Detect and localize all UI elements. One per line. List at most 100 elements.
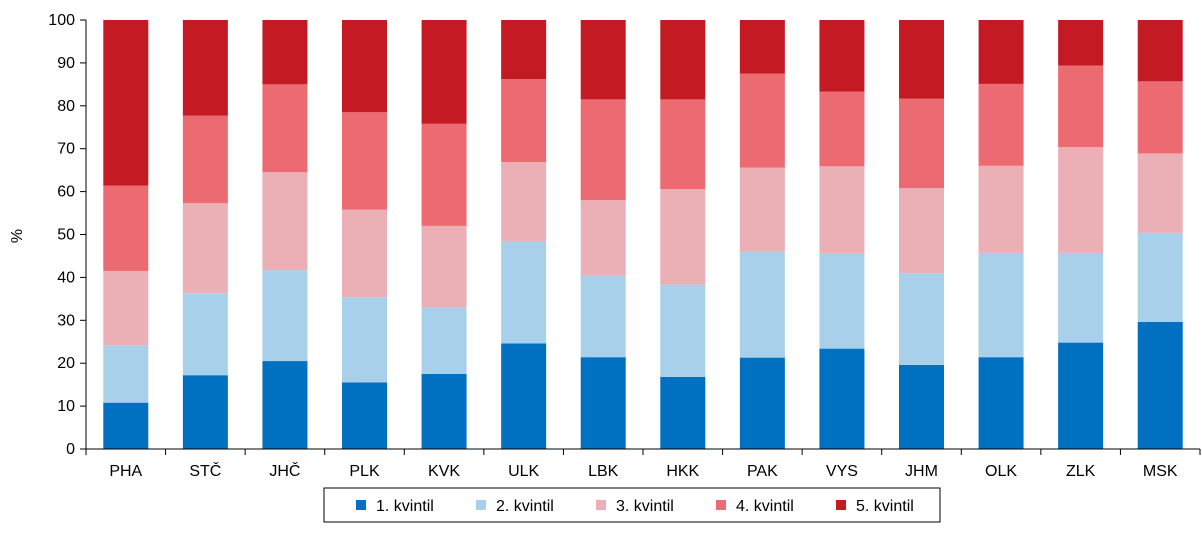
bar-OLK-series-5 [978, 20, 1024, 84]
bar-VYS-series-4 [819, 91, 865, 167]
bar-HKK-series-5 [660, 20, 706, 100]
bar-PAK-series-2 [739, 252, 785, 358]
bar-PAK-series-5 [739, 20, 785, 74]
y-tick-label: 60 [57, 184, 75, 201]
bar-KVK-series-4 [421, 123, 467, 226]
bar-JHČ-series-2 [262, 270, 308, 362]
bar-ULK-series-5 [501, 20, 547, 80]
bar-PHA-series-4 [103, 185, 149, 271]
legend-label: 2. kvintil [496, 498, 554, 515]
y-tick-label: 90 [57, 55, 75, 72]
x-tick-label: JHM [905, 463, 938, 480]
legend-label: 5. kvintil [856, 498, 914, 515]
x-tick-label: ZLK [1066, 463, 1096, 480]
bar-LBK-series-5 [580, 20, 626, 100]
bar-KVK-series-5 [421, 20, 467, 124]
x-tick-label: LBK [588, 463, 619, 480]
bar-OLK-series-3 [978, 165, 1024, 253]
bar-ULK-series-1 [501, 343, 547, 449]
bar-VYS-series-5 [819, 20, 865, 92]
legend-label: 1. kvintil [376, 498, 434, 515]
bar-ULK-series-3 [501, 162, 547, 242]
bar-PLK-series-1 [342, 382, 387, 449]
legend-label: 3. kvintil [616, 498, 674, 515]
x-tick-label: OLK [985, 463, 1017, 480]
y-tick-label: 50 [57, 227, 75, 244]
bar-PAK-series-3 [739, 167, 785, 253]
y-axis-title: % [9, 229, 26, 243]
bar-PHA-series-5 [103, 20, 149, 186]
bar-PLK-series-3 [342, 209, 387, 298]
axes-group: PHA STČ JHČ PLK KVK ULK LBK HKK PAK VYS JHM OLK ZLK M… [48, 12, 1201, 480]
bar-STČ-series-3 [182, 203, 228, 294]
bar-STČ-series-1 [182, 375, 228, 449]
x-tick-label: JHČ [269, 461, 300, 480]
legend-swatch [716, 500, 726, 510]
bar-ZLK-series-5 [1058, 20, 1104, 66]
bar-JHČ-series-3 [262, 172, 308, 271]
bar-LBK-series-2 [580, 275, 626, 358]
bar-JHM-series-5 [899, 20, 944, 99]
bar-PAK-series-4 [739, 73, 785, 168]
bar-JHM-series-3 [899, 188, 944, 274]
bar-MSK-series-5 [1137, 20, 1183, 82]
bar-JHČ-series-1 [262, 361, 308, 449]
x-tick-label: PLK [349, 463, 380, 480]
bar-KVK-series-1 [421, 373, 467, 449]
bar-STČ-series-2 [182, 293, 228, 376]
bar-HKK-series-2 [660, 284, 706, 377]
bar-VYS-series-3 [819, 166, 865, 254]
bar-PLK-series-4 [342, 112, 387, 210]
bar-PHA-series-3 [103, 270, 149, 346]
x-tick-label: VYS [826, 463, 858, 480]
bar-KVK-series-2 [421, 307, 467, 374]
legend-swatch [356, 500, 366, 510]
y-tick-label: 40 [57, 269, 75, 286]
bar-LBK-series-3 [580, 200, 626, 276]
legend-label: 4. kvintil [736, 498, 794, 515]
bar-ULK-series-4 [501, 79, 547, 162]
legend: 1. kvintil 2. kvintil 3. kvintil 4. kvintil… [323, 487, 941, 523]
y-tick-label: 70 [57, 141, 75, 158]
y-tick-label: 0 [66, 441, 75, 458]
legend-swatch [476, 500, 486, 510]
y-tick-label: 80 [57, 98, 75, 115]
x-tick-label: HKK [666, 463, 699, 480]
x-tick-label: PAK [747, 463, 778, 480]
x-tick-label: ULK [508, 463, 539, 480]
bar-STČ-series-4 [182, 115, 228, 204]
bar-ULK-series-2 [501, 241, 547, 344]
bar-ZLK-series-2 [1058, 252, 1104, 343]
legend-swatch [836, 500, 846, 510]
bar-HKK-series-1 [660, 376, 706, 449]
bar-OLK-series-2 [978, 252, 1024, 358]
bar-PLK-series-5 [342, 20, 387, 113]
bar-PHA-series-2 [103, 345, 149, 403]
y-tick-label: 100 [48, 12, 75, 29]
bar-JHČ-series-4 [262, 84, 308, 173]
bar-MSK-series-1 [1137, 322, 1183, 449]
bar-JHM-series-2 [899, 273, 944, 365]
bars-group [103, 20, 1183, 449]
bar-OLK-series-1 [978, 357, 1024, 449]
bar-PLK-series-2 [342, 297, 387, 383]
bar-PHA-series-1 [103, 402, 149, 449]
bar-HKK-series-3 [660, 189, 706, 285]
bar-LBK-series-1 [580, 357, 626, 449]
bar-STČ-series-5 [182, 20, 228, 116]
legend-swatch [596, 500, 606, 510]
bar-ZLK-series-1 [1058, 342, 1104, 449]
bar-HKK-series-4 [660, 99, 706, 190]
bar-VYS-series-2 [819, 253, 865, 349]
bar-PAK-series-1 [739, 357, 785, 449]
bar-LBK-series-4 [580, 99, 626, 201]
bar-JHM-series-4 [899, 98, 944, 189]
bar-OLK-series-4 [978, 83, 1024, 166]
bar-KVK-series-3 [421, 225, 467, 308]
x-tick-label: STČ [189, 461, 221, 480]
y-tick-label: 30 [57, 312, 75, 329]
bar-JHM-series-1 [899, 364, 944, 449]
bar-JHČ-series-5 [262, 20, 308, 85]
bar-ZLK-series-4 [1058, 65, 1104, 147]
x-tick-label: MSK [1143, 463, 1178, 480]
